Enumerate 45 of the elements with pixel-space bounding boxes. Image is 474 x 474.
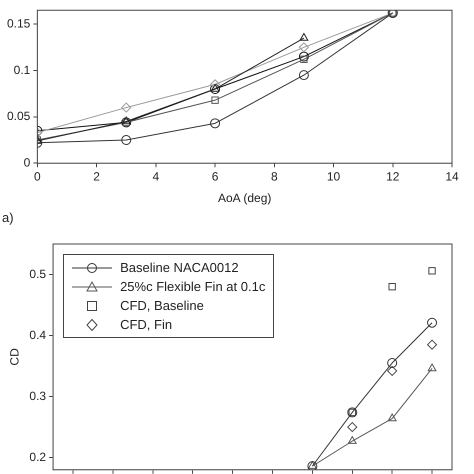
legend-label: CFD, Fin xyxy=(120,317,172,332)
point xyxy=(298,42,309,52)
point xyxy=(428,267,436,275)
point xyxy=(388,414,397,422)
point xyxy=(121,135,132,146)
legend-label: CFD, Baseline xyxy=(120,298,204,313)
y-tick-label: 0.15 xyxy=(6,16,31,30)
x-axis-title: AoA (deg) xyxy=(218,191,272,206)
point xyxy=(427,318,438,328)
x-tick-label: 12 xyxy=(386,170,400,184)
y-tick-label: 0.1 xyxy=(14,62,31,77)
y-tick-label: 0 xyxy=(24,156,31,170)
point xyxy=(210,118,220,128)
y-tick-label: 0.4 xyxy=(29,328,46,342)
point xyxy=(211,96,219,104)
legend-label: 25%c Flexible Fin at 0.1c xyxy=(120,279,266,294)
x-tick-label: 14 xyxy=(445,170,459,184)
point xyxy=(347,422,358,432)
x-tick-label: 4 xyxy=(152,170,160,184)
point xyxy=(348,436,357,444)
legend-label: Baseline NACA0012 xyxy=(120,260,239,275)
text: a) xyxy=(1,210,15,227)
x-tick-label: 6 xyxy=(212,170,219,184)
point xyxy=(121,102,132,113)
y-tick-label: 0.5 xyxy=(29,266,46,281)
point xyxy=(428,363,436,372)
point xyxy=(210,84,220,92)
point xyxy=(300,56,308,64)
y-axis-title: CD xyxy=(8,348,22,366)
y-tick-label: 0.2 xyxy=(29,450,46,464)
point xyxy=(387,366,398,376)
y-tick-label: 0.05 xyxy=(6,109,31,124)
point xyxy=(298,70,309,80)
point xyxy=(298,52,309,62)
point xyxy=(427,340,438,350)
x-tick-label: 10 xyxy=(326,170,341,184)
y-tick-label: 0.3 xyxy=(29,388,46,403)
point xyxy=(210,84,220,94)
point xyxy=(300,33,308,41)
point xyxy=(210,79,220,90)
x-tick-label: 2 xyxy=(93,170,100,184)
point xyxy=(122,116,131,124)
point xyxy=(387,358,398,368)
x-tick-label: 8 xyxy=(270,170,278,184)
point xyxy=(388,283,396,290)
